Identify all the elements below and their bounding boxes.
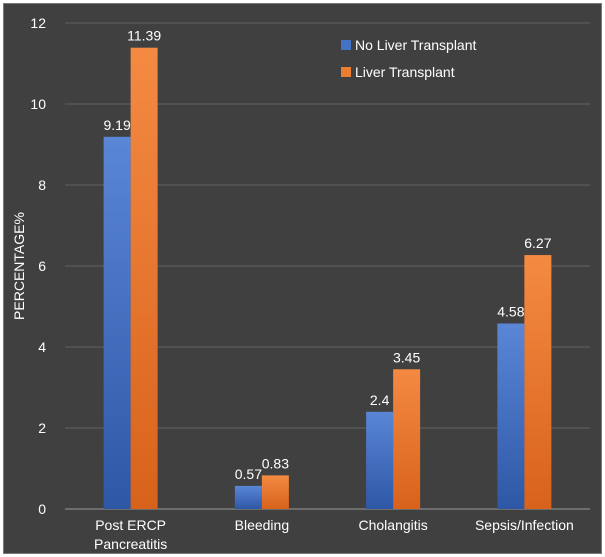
legend-swatch: [341, 67, 351, 77]
bars: [103, 47, 552, 510]
data-label: 0.57: [235, 466, 262, 482]
legend-swatch: [341, 40, 351, 50]
data-label: 11.39: [127, 28, 161, 44]
x-tick-label: Cholangitis: [358, 517, 427, 533]
legend-label: Liver Transplant: [355, 64, 455, 80]
bar: [234, 485, 262, 509]
y-tick-label: 2: [38, 420, 46, 436]
y-tick-label: 0: [38, 501, 46, 517]
data-label: 0.83: [262, 455, 289, 471]
data-label: 2.4: [370, 392, 390, 408]
y-tick-labels: 0 2 4 6 8 10 12: [30, 15, 46, 517]
y-axis-title: PERCENTAGE%: [11, 212, 27, 320]
x-tick-label: Sepsis/Infection: [475, 517, 574, 533]
data-labels: 9.19 11.39 0.570.83 2.4 3.45 4.58 6.27: [104, 28, 552, 482]
y-tick-label: 10: [30, 96, 46, 112]
x-tick-label: Post ERCP: [95, 517, 166, 533]
y-tick-label: 8: [38, 177, 46, 193]
bar: [393, 369, 421, 509]
category-labels: Post ERCP Pancreatitis Bleeding Cholangitis…: [94, 517, 574, 552]
bar: [366, 411, 394, 509]
x-tick-label: Pancreatitis: [94, 536, 167, 552]
bar: [524, 255, 552, 509]
legend: No Liver Transplant Liver Transplant: [341, 37, 477, 80]
data-label: 3.45: [393, 349, 420, 365]
data-label: 4.58: [497, 304, 524, 320]
bar: [261, 475, 289, 509]
legend-label: No Liver Transplant: [355, 37, 477, 53]
bar: [130, 47, 158, 510]
bar: [497, 323, 525, 509]
data-label: 9.19: [104, 117, 131, 133]
x-tick-label: Bleeding: [235, 517, 290, 533]
bar: [103, 136, 131, 509]
y-tick-label: 6: [38, 258, 46, 274]
data-label: 6.27: [524, 235, 551, 251]
y-tick-label: 12: [30, 15, 46, 31]
y-tick-label: 4: [38, 339, 46, 355]
